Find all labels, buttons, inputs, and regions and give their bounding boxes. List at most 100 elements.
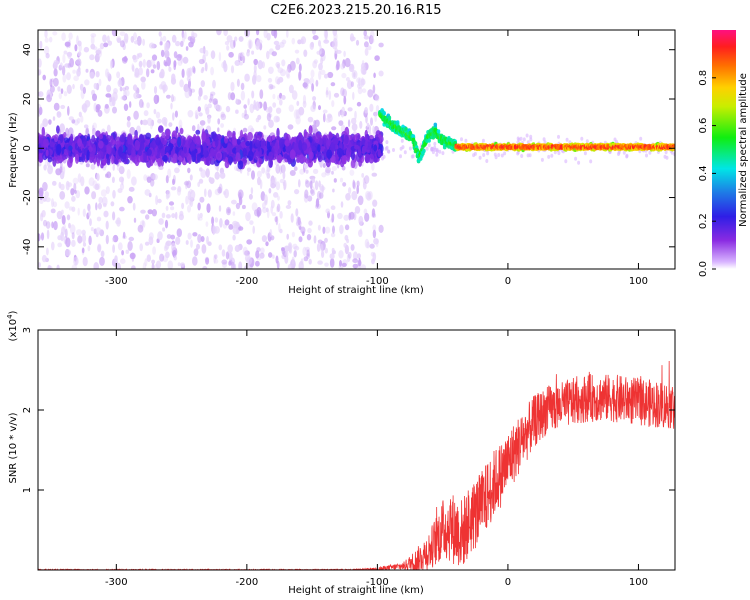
spectrogram-noise-mark	[137, 224, 144, 233]
spectrogram-energy-mark	[328, 132, 334, 139]
spectrogram-noise-mark	[162, 35, 167, 42]
spectrogram-noise-mark	[59, 191, 66, 200]
spectrogram-noise-mark	[351, 123, 358, 131]
spectrogram-noise-mark	[286, 73, 291, 79]
spectrogram-noise-mark	[354, 110, 357, 120]
spectrogram-noise-mark	[293, 166, 298, 172]
spectrogram-noise-mark	[57, 242, 63, 248]
spectrogram-noise-mark	[520, 154, 524, 158]
spectrogram-noise-mark	[367, 89, 374, 98]
spectrogram-noise-mark	[338, 120, 344, 126]
spectrogram-noise-mark	[116, 37, 122, 44]
spectrogram-noise-mark	[69, 224, 76, 235]
spectrogram-energy-mark	[224, 135, 228, 144]
spectrogram-noise-mark	[330, 82, 336, 87]
spectrogram-noise-mark	[117, 79, 123, 88]
spectrogram-noise-mark	[187, 232, 192, 240]
spectrogram-noise-mark	[235, 229, 240, 235]
spectrogram-noise-mark	[399, 154, 402, 159]
spectrogram-noise-mark	[64, 249, 71, 257]
spectrogram-energy-mark	[100, 162, 104, 169]
spectrogram-noise-mark	[184, 31, 187, 40]
spectrogram-noise-mark	[100, 250, 105, 258]
snr-panel: -300 -200 -100 0 100 123 Height of straight …	[6, 310, 676, 596]
spectrogram-noise-mark	[375, 105, 380, 113]
spectrogram-energy-mark	[71, 142, 75, 153]
spectrogram-noise-mark	[331, 100, 335, 108]
spectrogram-noise-mark	[168, 201, 175, 206]
spectrogram-noise-mark	[325, 208, 331, 214]
spectrogram-noise-mark	[236, 78, 240, 87]
spectrogram-noise-mark	[282, 171, 286, 180]
spectrogram-noise-mark	[105, 173, 109, 178]
spectrogram-noise-mark	[348, 187, 352, 195]
spectrogram-energy-mark	[189, 141, 196, 151]
spectrogram-noise-mark	[329, 253, 335, 260]
spectrogram-noise-mark	[294, 189, 300, 195]
spectrogram-noise-mark	[230, 92, 236, 101]
spectrogram-energy-mark	[165, 145, 171, 152]
spectrogram-noise-mark	[197, 234, 202, 243]
spectrogram-noise-mark	[321, 250, 325, 258]
spectrogram-ridge-mark	[436, 129, 441, 134]
spectrogram-noise-mark	[320, 69, 326, 76]
spectrogram-x-tick-label: -200	[236, 276, 259, 287]
spectrogram-noise-mark	[565, 137, 569, 142]
spectrogram-noise-mark	[244, 73, 250, 82]
spectrogram-noise-mark	[337, 212, 343, 220]
spectrogram-noise-mark	[180, 262, 185, 268]
spectrogram-noise-mark	[285, 205, 292, 209]
spectrogram-noise-mark	[331, 247, 335, 253]
spectrogram-noise-mark	[336, 60, 340, 70]
spectrogram-noise-mark	[298, 63, 302, 72]
spectrogram-energy-mark	[134, 139, 140, 151]
spectrogram-noise-mark	[199, 120, 206, 126]
spectrogram-noise-mark	[280, 69, 286, 77]
spectrogram-noise-mark	[233, 39, 236, 48]
spectrogram-energy-mark	[49, 141, 55, 148]
spectrogram-noise-mark	[95, 202, 98, 211]
spectrogram-noise-mark	[320, 244, 324, 252]
spectrogram-y-tick-label: -40	[22, 239, 33, 255]
spectrogram-noise-mark	[174, 211, 178, 220]
spectrogram-noise-mark	[103, 42, 109, 48]
spectrogram-noise-mark	[61, 215, 66, 225]
spectrogram-noise-mark	[84, 100, 91, 108]
spectrogram-energy-mark	[165, 128, 170, 140]
spectrogram-noise-mark	[288, 104, 294, 112]
spectrogram-noise-mark	[66, 72, 71, 81]
spectrogram-noise-mark	[286, 233, 290, 240]
spectrogram-noise-mark	[198, 178, 204, 184]
spectrogram-noise-mark	[171, 73, 176, 82]
spectrogram-noise-mark	[38, 92, 41, 96]
spectrogram-noise-mark	[93, 102, 97, 112]
spectrogram-noise-mark	[150, 69, 155, 74]
spectrogram-noise-mark	[221, 249, 226, 257]
spectrogram-noise-mark	[266, 208, 270, 219]
spectrogram-noise-mark	[69, 57, 74, 68]
spectrogram-energy-mark	[98, 134, 104, 140]
spectrogram-energy-mark	[61, 147, 65, 155]
spectrogram-noise-mark	[92, 127, 96, 137]
spectrogram-noise-mark	[212, 98, 218, 105]
spectrogram-noise-mark	[197, 181, 201, 187]
snr-y-multiplier-base: (x10	[8, 319, 19, 342]
spectrogram-noise-mark	[181, 68, 185, 79]
spectrogram-noise-mark	[192, 232, 198, 237]
spectrogram-energy-mark	[274, 142, 279, 151]
spectrogram-energy-mark	[245, 140, 250, 147]
spectrogram-noise-mark	[289, 60, 296, 71]
spectrogram-noise-mark	[352, 91, 355, 101]
spectrogram-noise-mark	[240, 82, 245, 91]
spectrogram-noise-mark	[89, 218, 92, 227]
spectrogram-noise-mark	[529, 137, 533, 142]
spectrogram-energy-mark	[56, 143, 62, 155]
spectrogram-noise-mark	[309, 180, 313, 190]
spectrogram-energy-mark	[237, 160, 244, 170]
spectrogram-noise-mark	[129, 126, 136, 136]
spectrogram-noise-mark	[112, 189, 116, 199]
spectrogram-noise-mark	[138, 99, 144, 108]
spectrogram-noise-mark	[100, 189, 107, 197]
spectrogram-noise-mark	[68, 116, 74, 121]
spectrogram-noise-mark	[347, 119, 351, 128]
